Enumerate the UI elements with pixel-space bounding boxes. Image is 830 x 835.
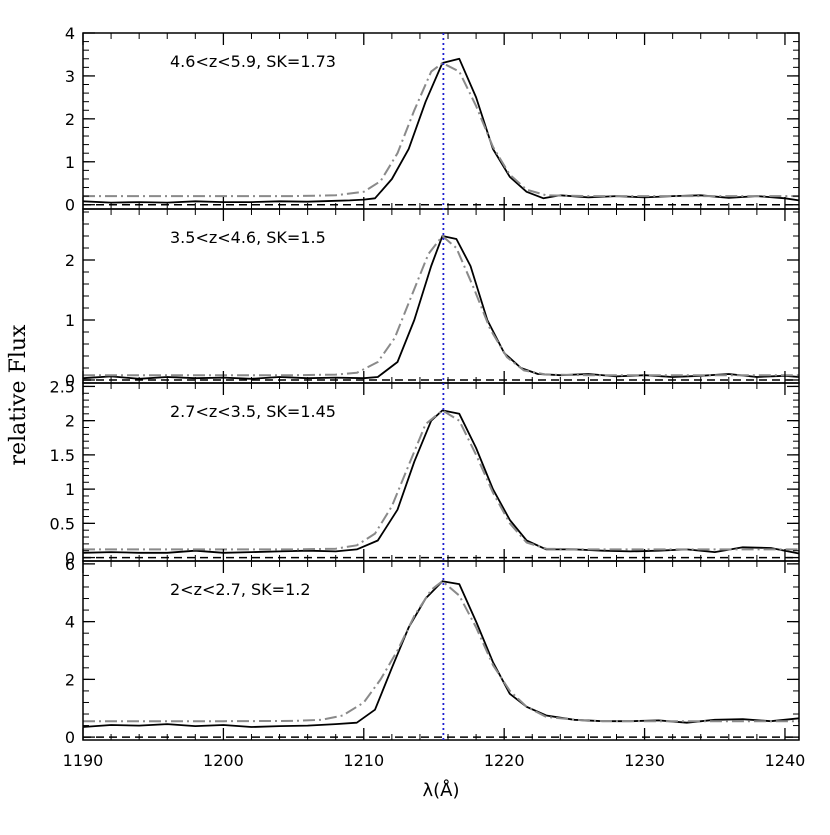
observed-spectrum-line [82,580,800,728]
y-tick-label: 0 [65,196,75,215]
model-spectrum-line [83,62,799,198]
y-tick-label: 2 [65,412,75,431]
y-tick-label: 4 [65,24,75,43]
panel-label: 2<z<2.7, SK=1.2 [170,580,311,599]
y-tick-label: 0 [65,549,75,568]
y-tick-label: 1.5 [50,446,75,465]
y-tick-label: 0.5 [50,514,75,533]
y-tick-label: 2 [65,670,75,689]
observed-spectrum-line [82,409,800,555]
model-spectrum-line [83,580,799,723]
model-spectrum-line [83,409,799,551]
x-tick-label: 1220 [484,751,525,770]
y-tick-label: 2 [65,251,75,270]
x-axis-title: λ(Å) [422,779,459,801]
observed-spectrum-line [82,235,800,380]
x-tick-label: 1240 [765,751,806,770]
y-tick-label: 4 [65,613,75,632]
observed-spectrum-line [82,57,800,204]
x-tick-label: 1230 [624,751,665,770]
y-tick-label: 2 [65,110,75,129]
y-tick-label: 0 [65,728,75,747]
model-spectrum-line [83,235,799,377]
panel-label: 3.5<z<4.6, SK=1.5 [170,228,326,247]
y-axis-title: relative Flux [6,324,31,465]
y-tick-label: 6 [65,555,75,574]
x-tick-label: 1190 [63,751,104,770]
y-tick-label: 1 [65,311,75,330]
y-tick-label: 3 [65,67,75,86]
y-tick-label: 2.5 [50,377,75,396]
y-tick-label: 1 [65,480,75,499]
x-tick-label: 1200 [203,751,244,770]
x-tick-label: 1210 [343,751,384,770]
panel-label: 4.6<z<5.9, SK=1.73 [170,52,336,71]
y-tick-label: 1 [65,153,75,172]
panel-frame [82,560,800,741]
y-tick-label: 0 [65,371,75,390]
panel-label: 2.7<z<3.5, SK=1.45 [170,402,336,421]
